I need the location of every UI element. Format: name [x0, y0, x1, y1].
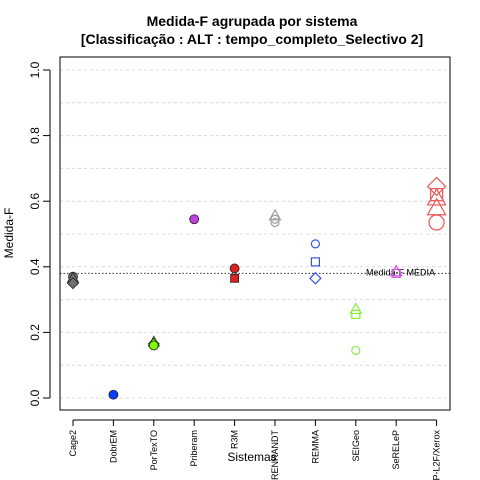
data-point-circle — [108, 389, 119, 400]
chart-title-line1: Medida-F agrupada por sistema — [147, 13, 358, 29]
data-point-circle — [229, 263, 240, 274]
grid-lines — [60, 69, 450, 399]
x-axis-title: Sistemas — [227, 450, 276, 464]
data-point-square — [230, 273, 240, 283]
y-tick-label: 1.0 — [28, 61, 42, 78]
x-tick-label: SEIGeo — [351, 430, 361, 462]
x-tick-label: Priberam — [189, 430, 199, 467]
x-tick-label: RENRANDT — [270, 430, 280, 480]
x-tick-label: DobrEM — [108, 430, 118, 463]
data-point-circle — [428, 214, 445, 231]
data-marks — [66, 176, 447, 400]
y-axis-title: Medida-F — [2, 208, 16, 259]
y-tick-label: 0.6 — [28, 193, 42, 210]
data-point-circle — [148, 340, 159, 351]
x-axis: Cage2 DobrEM PorTexTO Priberam R3M RENRANDT RE… — [68, 419, 442, 480]
y-tick-label: 0.0 — [28, 389, 42, 406]
data-point-diamond — [66, 277, 80, 290]
data-point-circle — [310, 239, 320, 249]
data-point-diamond — [426, 176, 447, 197]
data-point-square — [391, 268, 401, 278]
x-tick-label: R3M — [230, 430, 240, 449]
data-point-circle — [270, 217, 280, 228]
y-axis: 0.0 0.2 0.4 0.6 0.8 1.0 — [28, 61, 51, 406]
x-tick-label: SeRELeP — [391, 430, 401, 470]
data-point-triangle — [389, 264, 403, 277]
chart-title-line2: [Classificação : ALT : tempo_completo_Se… — [81, 31, 423, 47]
y-tick-label: 0.2 — [28, 324, 42, 341]
x-tick-label: Cage2 — [68, 430, 78, 457]
x-tick-label: XIP-L2F/Xerox — [432, 430, 442, 480]
data-point-triangle — [268, 208, 282, 221]
y-tick-label: 0.4 — [28, 258, 42, 275]
data-point-triangle — [426, 187, 447, 206]
x-tick-label: PorTexTO — [149, 430, 159, 470]
data-point-square — [310, 257, 320, 267]
data-point-diamond — [309, 271, 322, 285]
y-tick-label: 0.8 — [28, 127, 42, 144]
data-point-circle — [351, 345, 361, 356]
data-point-circle — [189, 214, 200, 225]
data-point-triangle — [349, 302, 363, 315]
plot-frame — [59, 56, 451, 411]
data-point-square — [351, 309, 361, 319]
x-tick-label: REMMA — [310, 430, 320, 464]
data-point-circle — [270, 214, 280, 224]
